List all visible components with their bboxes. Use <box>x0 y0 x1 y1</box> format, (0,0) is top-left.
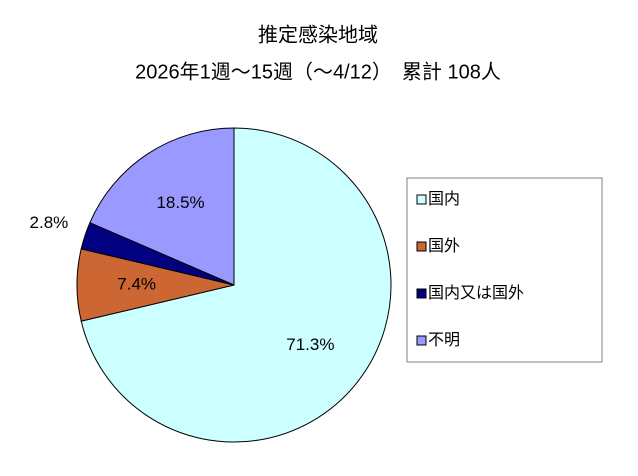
chart-title: 推定感染地域 <box>258 23 378 46</box>
legend-label: 国内又は国外 <box>428 284 524 302</box>
data-label: 2.8% <box>30 213 69 232</box>
data-label: 71.3% <box>286 335 334 354</box>
chart-subtitle: 2026年1週～15週（～4/12） 累計 108人 <box>135 60 501 83</box>
legend-label: 国外 <box>428 237 460 255</box>
legend-swatch <box>416 288 427 299</box>
legend-label: 不明 <box>428 332 460 349</box>
legend-swatch <box>416 241 427 252</box>
pie-slice <box>89 127 235 286</box>
legend-swatch <box>416 335 427 346</box>
legend-label: 国内 <box>428 190 460 208</box>
data-label: 7.4% <box>117 274 156 293</box>
pie-slice <box>80 127 392 443</box>
data-label: 18.5% <box>156 193 204 212</box>
legend-swatch <box>416 194 427 205</box>
legend-box <box>406 177 603 363</box>
